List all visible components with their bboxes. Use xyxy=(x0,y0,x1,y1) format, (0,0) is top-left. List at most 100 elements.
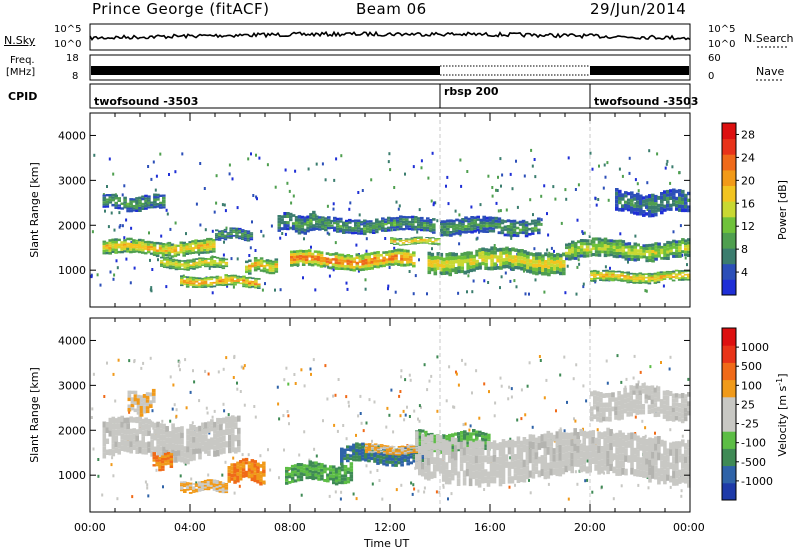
power-echo-cell xyxy=(170,245,175,249)
power-echo-cell xyxy=(666,250,670,254)
power-echo-cell xyxy=(342,221,346,224)
power-echo-cell xyxy=(221,259,226,262)
velocity-echo-cell xyxy=(225,416,229,423)
power-echo-cell xyxy=(180,263,184,265)
power-echo-cell xyxy=(393,228,397,232)
power-echo-cell xyxy=(466,262,470,267)
power-echo-cell xyxy=(615,248,620,252)
power-echo-cell xyxy=(309,228,313,232)
velocity-echo-cell xyxy=(412,448,417,451)
power-echo-cell xyxy=(206,285,211,288)
velocity-noise-pixel xyxy=(189,390,192,394)
power-echo-cell xyxy=(256,263,261,266)
power-echo-cell xyxy=(117,250,121,254)
power-noise-pixel xyxy=(516,205,519,209)
power-echo-cell xyxy=(562,271,566,276)
power-echo-cell xyxy=(550,267,554,271)
power-echo-cell xyxy=(126,209,130,213)
power-echo-cell xyxy=(452,230,456,233)
power-echo-cell xyxy=(630,191,634,196)
power-noise-pixel xyxy=(577,183,580,187)
velocity-echo-cell xyxy=(447,441,452,449)
velocity-echo-cell xyxy=(130,390,135,394)
power-echo-cell xyxy=(588,248,593,252)
velocity-noise-pixel xyxy=(278,417,281,421)
velocity-echo-cell xyxy=(585,466,589,474)
power-echo-cell xyxy=(469,265,473,269)
power-echo-cell xyxy=(108,196,113,199)
velocity-echo-cell xyxy=(349,462,354,466)
velocity-echo-cell xyxy=(250,473,255,478)
velocity-echo-cell xyxy=(585,452,589,460)
power-echo-cell xyxy=(392,241,397,243)
power-echo-cell xyxy=(656,275,661,278)
velocity-echo-cell xyxy=(632,390,636,395)
xtick-label-4: 16:00 xyxy=(474,521,506,534)
power-noise-pixel xyxy=(157,258,159,262)
power-echo-cell xyxy=(400,257,404,261)
power-echo-cell xyxy=(458,219,462,222)
power-echo-cell xyxy=(221,265,226,268)
power-echo-cell xyxy=(485,222,490,225)
velocity-echo-cell xyxy=(123,423,127,430)
velocity-echo-cell xyxy=(391,463,395,467)
power-noise-pixel xyxy=(418,258,420,262)
velocity-echo-cell xyxy=(654,458,658,466)
power-echo-cell xyxy=(463,255,467,260)
power-echo-cell xyxy=(605,277,609,280)
power-echo-cell xyxy=(268,269,273,272)
velocity-noise-pixel xyxy=(445,399,448,403)
velocity-noise-pixel xyxy=(410,481,413,485)
velocity-echo-cell xyxy=(406,449,411,451)
power-echo-cell xyxy=(615,188,619,192)
velocity-noise-pixel xyxy=(418,404,421,408)
power-echo-cell xyxy=(354,224,358,227)
power-echo-cell xyxy=(683,277,688,279)
power-echo-cell xyxy=(102,240,107,243)
velocity-echo-cell xyxy=(256,466,260,470)
velocity-echo-cell xyxy=(133,394,138,398)
velocity-noise-pixel xyxy=(140,366,143,370)
power-noise-pixel xyxy=(634,178,637,182)
power-noise-pixel xyxy=(387,160,390,164)
velocity-echo-cell xyxy=(161,468,165,471)
velocity-noise-pixel xyxy=(555,409,557,413)
power-echo-cell xyxy=(155,241,160,245)
velocity-echo-cell xyxy=(400,452,405,455)
power-echo-cell xyxy=(316,250,321,254)
velocity-echo-cell xyxy=(237,415,241,422)
power-echo-cell xyxy=(348,226,352,229)
velocity-echo-cell xyxy=(421,462,425,470)
power-echo-cell xyxy=(254,279,258,282)
power-echo-cell xyxy=(530,229,535,233)
power-echo-cell xyxy=(669,196,673,200)
power-colorbar-segment xyxy=(722,154,736,171)
velocity-echo-cell xyxy=(247,464,252,469)
velocity-noise-pixel xyxy=(360,421,363,425)
power-echo-cell xyxy=(422,241,426,243)
power-noise-pixel xyxy=(458,213,461,217)
power-echo-cell xyxy=(372,227,376,230)
power-echo-cell xyxy=(621,240,626,244)
power-echo-cell xyxy=(372,229,376,232)
velocity-echo-cell xyxy=(668,410,673,416)
velocity-echo-cell xyxy=(222,447,226,454)
power-echo-cell xyxy=(594,237,599,241)
velocity-echo-cell xyxy=(510,454,515,462)
power-echo-cell xyxy=(306,226,310,230)
velocity-echo-cell xyxy=(346,448,350,451)
velocity-echo-cell xyxy=(415,454,419,462)
power-echo-cell xyxy=(259,259,264,263)
velocity-echo-cell xyxy=(256,476,260,480)
power-echo-cell xyxy=(479,221,483,225)
power-echo-cell xyxy=(233,283,237,286)
velocity-echo-cell xyxy=(111,443,116,450)
power-echo-cell xyxy=(621,243,626,247)
velocity-noise-pixel xyxy=(600,485,603,489)
velocity-echo-cell xyxy=(379,455,383,459)
power-echo-cell xyxy=(508,248,512,252)
power-echo-cell xyxy=(218,264,223,267)
power-echo-cell xyxy=(442,257,446,262)
velocity-echo-cell xyxy=(156,427,160,434)
velocity-echo-cell xyxy=(180,487,184,490)
